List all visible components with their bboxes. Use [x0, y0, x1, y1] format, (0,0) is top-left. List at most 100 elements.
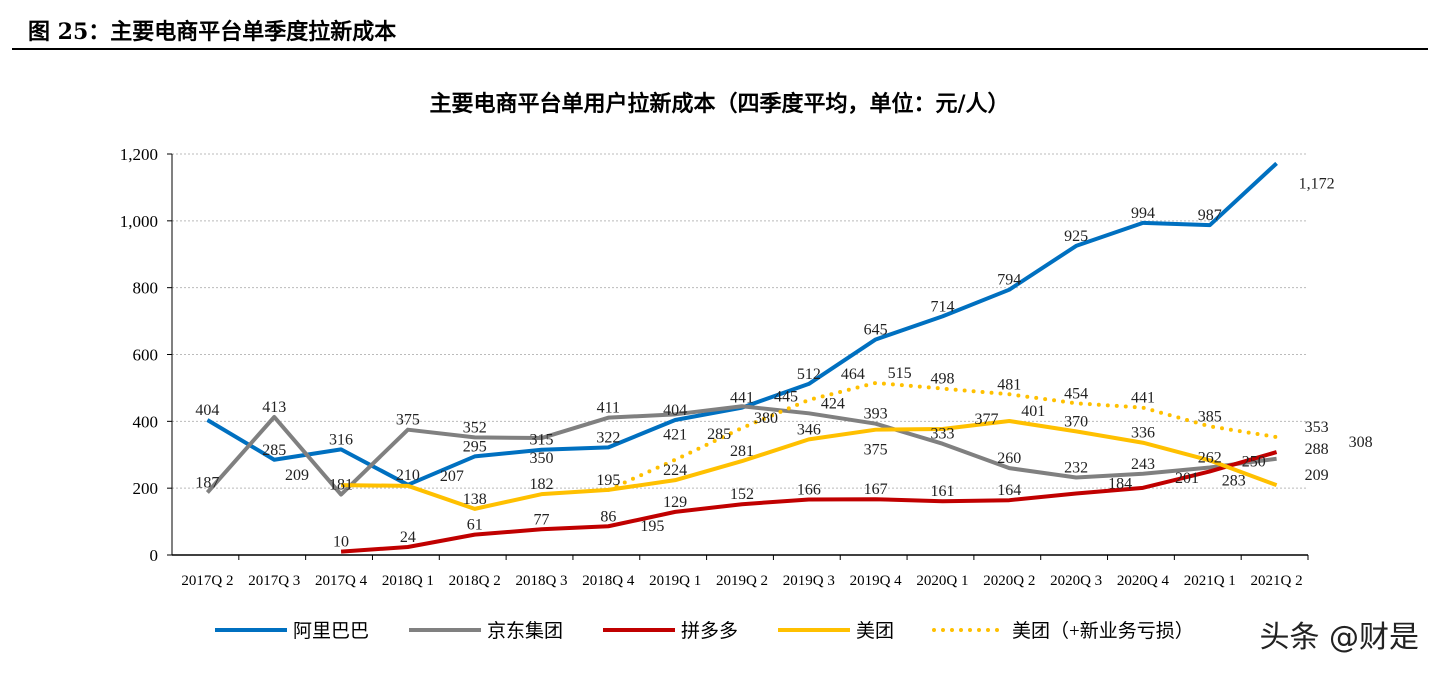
data-label: 333 — [930, 426, 954, 443]
data-label: 385 — [1198, 408, 1222, 425]
data-label: 224 — [663, 462, 687, 479]
data-label: 375 — [396, 412, 420, 429]
y-tick-label: 200 — [133, 479, 159, 498]
data-label: 288 — [1305, 441, 1329, 458]
x-tick-label: 2020Q 2 — [983, 573, 1035, 589]
x-tick-label: 2019Q 1 — [649, 573, 701, 589]
y-tick-label: 1,000 — [120, 212, 158, 231]
data-label: 195 — [596, 472, 620, 489]
data-label: 164 — [997, 482, 1021, 499]
data-label: 285 — [262, 442, 286, 459]
data-label: 794 — [997, 272, 1021, 289]
data-label: 370 — [1064, 413, 1088, 430]
y-tick-label: 0 — [150, 546, 159, 565]
data-label: 1,172 — [1299, 175, 1335, 192]
x-tick-label: 2019Q 4 — [850, 573, 903, 589]
data-label: 413 — [262, 399, 286, 416]
x-tick-label: 2018Q 2 — [449, 573, 501, 589]
data-label: 232 — [1064, 459, 1088, 476]
x-tick-label: 2021Q 1 — [1184, 573, 1236, 589]
x-tick-label: 2018Q 4 — [582, 573, 635, 589]
data-label: 375 — [864, 442, 888, 459]
data-label: 411 — [597, 400, 620, 417]
watermark: 头条 @财是 — [1259, 620, 1419, 655]
data-label: 464 — [841, 366, 865, 383]
data-label: 283 — [1222, 472, 1246, 489]
data-label: 445 — [774, 388, 798, 405]
data-label: 207 — [440, 468, 464, 485]
x-tick-label: 2021Q 2 — [1251, 573, 1303, 589]
data-label: 77 — [534, 511, 550, 528]
data-label: 262 — [1198, 449, 1222, 466]
data-label: 512 — [797, 366, 821, 383]
data-label: 243 — [1131, 456, 1155, 473]
data-label: 346 — [797, 421, 821, 438]
data-label: 925 — [1064, 228, 1088, 245]
legend-label: 阿里巴巴 — [293, 620, 369, 642]
data-label: 167 — [864, 481, 888, 498]
x-tick-label: 2019Q 3 — [783, 573, 835, 589]
data-label: 201 — [1175, 470, 1199, 487]
data-label: 481 — [997, 376, 1021, 393]
data-label: 515 — [888, 365, 912, 382]
x-tick-label: 2020Q 3 — [1050, 573, 1102, 589]
x-tick-label: 2017Q 3 — [248, 573, 300, 589]
data-label: 250 — [1242, 453, 1266, 470]
data-label: 404 — [195, 402, 219, 419]
chart-title: 主要电商平台单用户拉新成本（四季度平均，单位：元/人） — [429, 91, 1010, 117]
data-label: 336 — [1131, 425, 1155, 442]
x-tick-label: 2019Q 2 — [716, 573, 768, 589]
data-label: 129 — [663, 494, 687, 511]
data-label: 316 — [329, 431, 353, 448]
data-label: 161 — [930, 483, 954, 500]
data-label: 498 — [930, 371, 954, 388]
data-label: 645 — [864, 321, 888, 338]
y-tick-label: 400 — [133, 412, 159, 431]
data-label: 424 — [821, 395, 845, 412]
data-label: 454 — [1064, 385, 1088, 402]
data-label: 350 — [530, 450, 554, 467]
data-label: 714 — [930, 298, 954, 315]
data-label: 380 — [754, 410, 778, 427]
y-tick-label: 1,200 — [120, 145, 158, 164]
x-tick-label: 2020Q 4 — [1117, 573, 1170, 589]
data-label: 260 — [997, 450, 1021, 467]
data-label: 315 — [530, 432, 554, 449]
x-tick-label: 2017Q 4 — [315, 573, 368, 589]
data-label: 377 — [974, 411, 998, 428]
title-rule — [12, 48, 1428, 50]
data-label: 184 — [1108, 476, 1132, 493]
data-label: 182 — [530, 476, 554, 493]
x-tick-label: 2018Q 1 — [382, 573, 434, 589]
data-label: 352 — [463, 419, 487, 436]
data-label: 181 — [329, 477, 353, 494]
data-label: 404 — [663, 402, 687, 419]
legend-label: 美团（+新业务亏损） — [1012, 620, 1194, 642]
data-label: 421 — [663, 426, 687, 443]
data-label: 994 — [1131, 205, 1155, 222]
y-tick-label: 800 — [133, 279, 159, 298]
data-label: 209 — [285, 467, 309, 484]
legend-label: 拼多多 — [681, 620, 738, 642]
data-label: 441 — [730, 390, 754, 407]
x-tick-label: 2017Q 2 — [181, 573, 233, 589]
data-label: 285 — [707, 426, 731, 443]
data-label: 195 — [640, 518, 664, 535]
data-label: 209 — [1305, 467, 1329, 484]
data-label: 401 — [1021, 403, 1045, 420]
data-label: 210 — [396, 467, 420, 484]
data-label: 166 — [797, 482, 821, 499]
data-label: 187 — [195, 475, 219, 492]
legend-label: 京东集团 — [487, 620, 563, 642]
data-label: 281 — [730, 443, 754, 460]
figure-title: 图 25：主要电商平台单季度拉新成本 — [28, 19, 397, 45]
data-label: 295 — [463, 438, 487, 455]
x-tick-label: 2020Q 1 — [916, 573, 968, 589]
x-tick-label: 2018Q 3 — [515, 573, 567, 589]
data-label: 152 — [730, 486, 754, 503]
data-label: 138 — [463, 491, 487, 508]
data-label: 10 — [333, 534, 349, 551]
data-label: 393 — [864, 406, 888, 423]
data-label: 24 — [400, 529, 416, 546]
